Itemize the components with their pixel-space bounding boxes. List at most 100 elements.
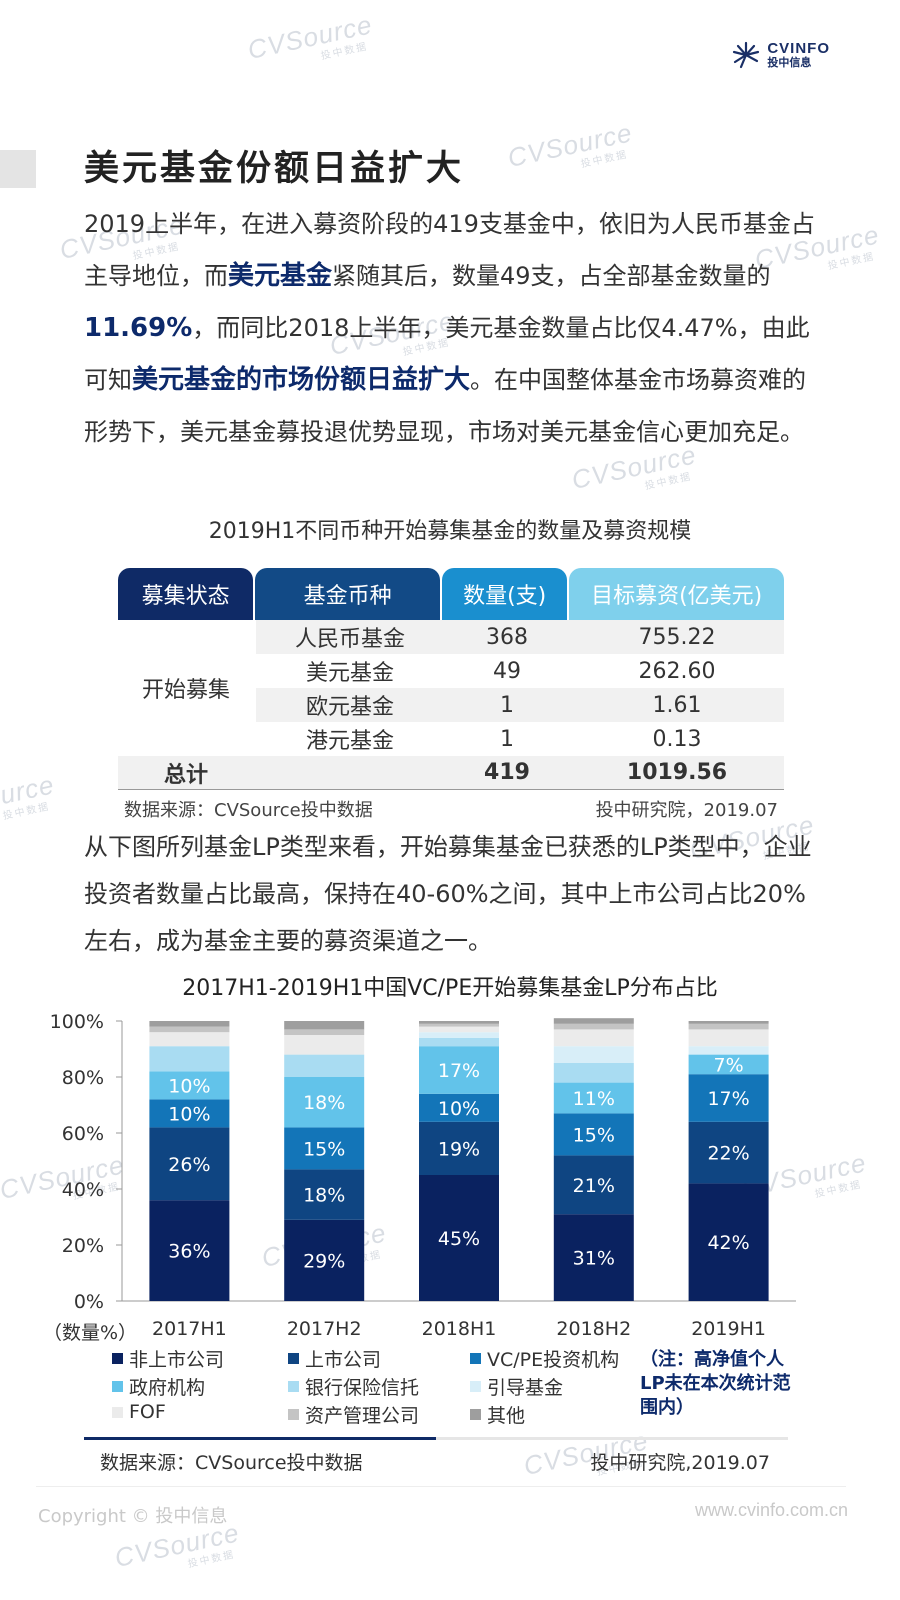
chart-title: 2017H1-2019H1中国VC/PE开始募集基金LP分布占比 (182, 976, 718, 1001)
bar-segment (419, 1026, 499, 1033)
y-tick-label: 0% (74, 1291, 104, 1313)
cell-count: 1 (500, 692, 514, 718)
section-tab-marker (0, 150, 36, 188)
header-currency: 基金币种 (255, 568, 441, 620)
x-tick-label: 2018H2 (556, 1318, 631, 1340)
chart-source: 数据来源：CVSource投中数据 投中研究院,2019.07 (100, 1448, 770, 1475)
bar-segment (688, 1029, 769, 1047)
data-label: 10% (168, 1103, 210, 1125)
y-tick-label: 40% (62, 1179, 104, 1201)
bar-segment (419, 1037, 499, 1047)
y-tick-label: 100% (50, 1011, 104, 1033)
table-total-row: 总计 419 1019.56 (118, 756, 784, 790)
bar-segment (419, 1021, 499, 1024)
legend-label: VC/PE投资机构 (487, 1349, 620, 1371)
table-row: 港元基金 1 0.13 (118, 722, 784, 756)
bar-segment (284, 1077, 365, 1128)
legend-item: FOF (112, 1401, 166, 1423)
data-label: 15% (303, 1138, 345, 1160)
cell-currency: 人民币基金 (294, 627, 405, 652)
data-label: 36% (168, 1241, 210, 1263)
data-label: 7% (714, 1054, 744, 1076)
data-label: 21% (573, 1175, 615, 1197)
table-header: 募集状态 基金币种 数量(支) 目标募资(亿美元) (118, 568, 784, 620)
data-label: 17% (438, 1060, 480, 1082)
data-label: 26% (168, 1154, 210, 1176)
data-label: 31% (573, 1248, 615, 1270)
cell-count: 1 (500, 726, 514, 752)
cell-amount: 262.60 (638, 658, 716, 684)
bar-segment (688, 1046, 769, 1055)
lp-distribution-chart: 0% 20% 40% 60% 80% 100% 36% 26% 10% 10% 2017H1 29% 1… (0, 1000, 900, 1360)
bar-segment (284, 1219, 365, 1301)
data-label: 45% (438, 1228, 480, 1250)
legend-swatch (112, 1353, 123, 1364)
bar-segment (553, 1155, 634, 1215)
source-divider (84, 1437, 788, 1440)
bar-segment (149, 1127, 230, 1201)
header-count: 数量(支) (442, 568, 568, 620)
bar-segment (419, 1093, 499, 1122)
data-label: 10% (168, 1075, 210, 1097)
bar-segment (149, 1200, 230, 1301)
data-label: 15% (573, 1124, 615, 1146)
legend-item: 银行保险信托 (288, 1373, 419, 1400)
legend-swatch (470, 1409, 481, 1420)
y-axis-label: （数量%） (43, 1322, 137, 1344)
data-label: 18% (303, 1185, 345, 1207)
x-tick-label: 2017H1 (152, 1318, 227, 1340)
status-cell: 开始募集 (141, 678, 230, 703)
bar-segment (553, 1023, 634, 1030)
chart-note: （注：高净值个人LP未在本次统计范围内） (640, 1349, 791, 1418)
bar-segment (688, 1021, 769, 1024)
legend-label: 引导基金 (487, 1377, 564, 1399)
legend-item: 资产管理公司 (288, 1401, 419, 1428)
bar-segment (553, 1113, 634, 1156)
bar-segment (553, 1029, 634, 1047)
bar-segment (688, 1183, 769, 1301)
bar-segment (149, 1021, 230, 1027)
bar-segment (419, 1121, 499, 1175)
cell-amount: 1.61 (652, 692, 702, 718)
legend-swatch (288, 1353, 299, 1364)
data-label: 17% (707, 1088, 749, 1110)
legend-label: 非上市公司 (129, 1349, 225, 1371)
legend-label: 政府机构 (129, 1377, 206, 1399)
table-source-left: 数据来源：CVSource投中数据 (124, 800, 373, 821)
total-count: 419 (484, 760, 530, 785)
legend-item: 政府机构 (112, 1373, 205, 1400)
chart-source-right: 投中研究院,2019.07 (590, 1452, 770, 1474)
legend-label: 其他 (487, 1405, 526, 1427)
legend-swatch (112, 1406, 123, 1418)
bar-segment (419, 1175, 499, 1301)
legend-label: 银行保险信托 (305, 1377, 420, 1399)
copyright: Copyright © 投中信息 (38, 1506, 228, 1527)
bar-segment (553, 1063, 634, 1083)
data-label: 29% (303, 1250, 345, 1272)
lp-paragraph: 从下图所列基金LP类型来看，开始募集基金已获悉的LP类型中，企业投资者数量占比最… (84, 833, 812, 955)
data-label: 42% (707, 1232, 749, 1254)
legend-item: 引导基金 (470, 1373, 563, 1400)
bar-segment (688, 1023, 769, 1030)
bar-segment (284, 1169, 365, 1220)
cell-amount: 755.22 (638, 624, 716, 650)
legend-item: VC/PE投资机构 (470, 1345, 619, 1372)
legend-swatch (112, 1381, 123, 1392)
bar-segment (149, 1032, 230, 1047)
data-label: 11% (573, 1088, 615, 1110)
bar-segment (284, 1021, 365, 1030)
y-tick-label: 60% (62, 1123, 104, 1145)
brand-logo: CVINFO 投中信息 (731, 40, 830, 70)
data-label: 18% (303, 1092, 345, 1114)
intro-paragraph: 2019上半年，在进入募资阶段的419支基金中，依旧为人民币基金占主导地位，而美… (84, 210, 815, 446)
bar-segment (553, 1082, 634, 1114)
footer-url[interactable]: www.cvinfo.com.cn (694, 1500, 848, 1520)
header-status: 募集状态 (118, 568, 254, 620)
x-tick-label: 2017H2 (287, 1318, 362, 1340)
total-amount: 1019.56 (626, 760, 728, 785)
table-title: 2019H1不同币种开始募集基金的数量及募资规模 (208, 519, 692, 544)
bar-segment (419, 1032, 499, 1038)
logo-sub: 投中信息 (767, 56, 812, 70)
footer-divider (36, 1486, 846, 1487)
